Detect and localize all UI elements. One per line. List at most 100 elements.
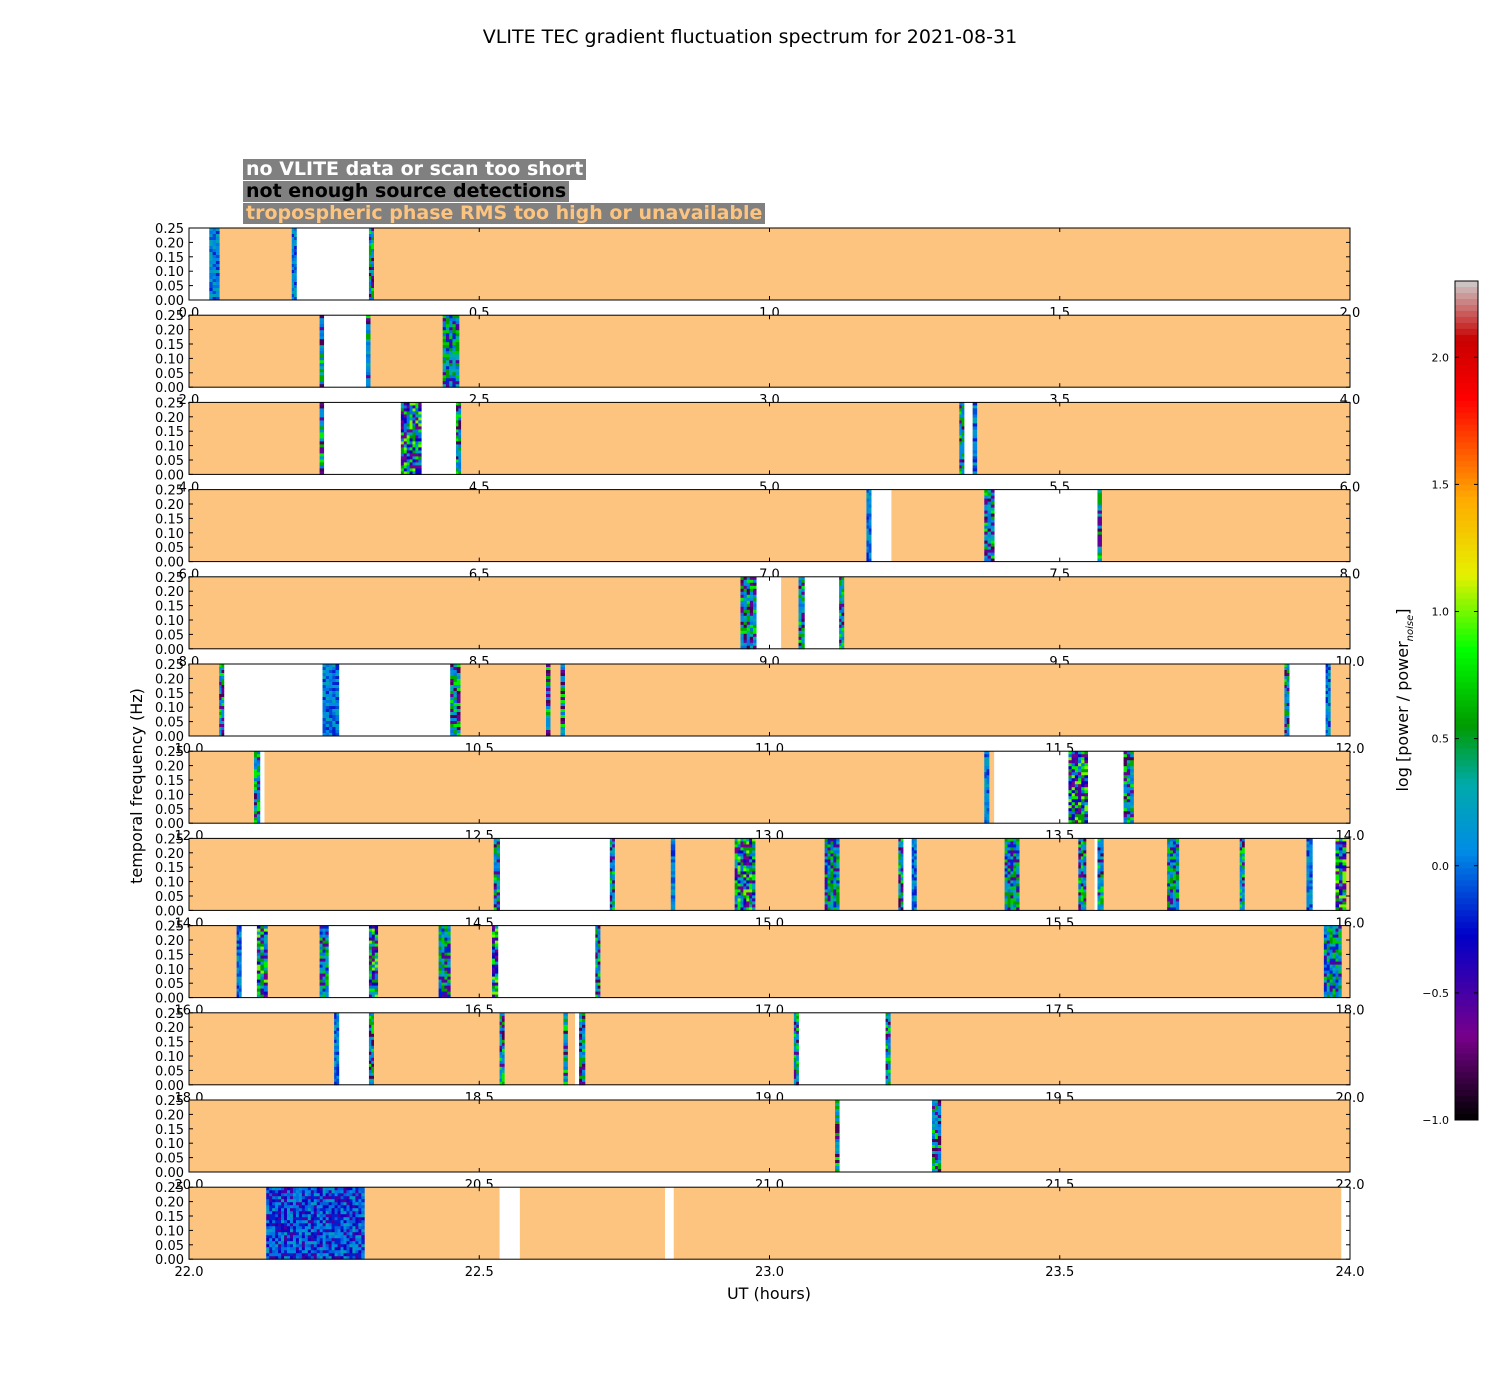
spectrum-cell [932,1112,936,1116]
spectrum-cell [1323,985,1328,989]
spectrum-cell [1286,703,1290,707]
spectrum-cell [987,552,992,556]
spectrum-cell [1342,904,1347,908]
spectrum-cell [746,579,751,584]
spectrum-cell [501,1021,505,1026]
spectrum-cell [455,327,460,331]
spectrum-cell [310,1202,315,1206]
spectrum-cell [499,1063,503,1068]
spectrum-cell [453,721,458,725]
spectrum-cell [322,733,327,737]
spectrum-cell [334,1081,337,1086]
spectrum-cell [254,805,258,809]
spectrum-cell [358,1223,362,1227]
spectrum-cell [349,1247,353,1251]
y-tick-label: 0.10 [155,788,184,803]
spectrum-cell [1007,865,1011,869]
spectrum-cell [1010,847,1014,851]
spectrum-cell [441,931,445,935]
spectrum-cell [961,417,965,421]
spectrum-cell [263,955,268,959]
spectrum-cell [337,1241,341,1245]
spectrum-cell [1239,850,1243,854]
spectrum-cell [746,862,750,866]
spectrum-cell [368,994,373,998]
spectrum-cell [441,991,445,995]
spectrum-cell [331,1250,335,1254]
spectrum-cell [322,1223,327,1227]
spectrum-cell [371,1072,374,1077]
spectrum-cell [743,895,747,899]
spectrum-cell [325,952,329,956]
spectrum-cell [560,697,565,701]
spectrum-cell [456,676,461,680]
spectrum-cell [1078,904,1082,908]
spectrum-cell [215,267,220,271]
spectrum-cell [1323,946,1328,950]
spectrum-scan [595,925,601,998]
spectrum-cell [334,1199,338,1203]
spectrum-cell [313,1193,318,1197]
spectrum-cell [990,498,995,502]
spectrum-cell [595,931,599,935]
spectrum-cell [1239,886,1243,890]
spectrum-cell [304,1235,309,1239]
spectrum-cell [450,703,454,707]
spectrum-cell [1097,847,1101,851]
spectrum-cell [319,1211,324,1215]
spectrum-cell [438,952,442,956]
spectrum-cell [1335,973,1339,977]
spectrum-cell [368,276,372,280]
spectrum-cell [579,1024,583,1029]
spectrum-cell [1170,859,1174,863]
spectrum-cell [371,252,374,256]
spectrum-cell [1004,880,1008,884]
spectrum-cell [335,694,340,698]
spectrum-cell [1325,679,1329,683]
spectrum-cell [833,907,837,911]
spectrum-cell [406,405,410,409]
spectrum-cell [406,462,410,466]
spectrum-cell [1007,877,1011,881]
no-data-gap [1087,751,1124,824]
spectrum-cell [1175,907,1180,911]
spectrum-cell [453,718,458,722]
spectrum-cell [801,597,805,602]
spectrum-cell [492,934,496,938]
spectrum-cell [221,694,225,698]
spectrum-cell [221,679,225,683]
spectrum-cell [749,886,753,890]
spectrum-cell [340,1211,344,1215]
spectrum-cell [254,811,258,815]
spectrum-cell [670,898,676,902]
spectrum-cell [1123,784,1128,788]
spectrum-cell [734,904,738,908]
spectrum-cell [313,1238,318,1242]
spectrum-cell [609,901,613,905]
spectrum-cell [346,1247,350,1251]
spectrum-cell [959,426,963,430]
spectrum-cell [294,282,297,286]
spectrum-cell [319,354,325,358]
spectrum-cell [275,1199,279,1203]
spectrum-cell [316,1241,321,1245]
spectrum-cell [319,432,325,436]
spectrum-cell [371,952,376,956]
spectrum-cell [1097,543,1102,547]
spectrum-cell [319,465,325,469]
spectrum-cell [266,1196,270,1200]
spectrum-cell [322,979,326,983]
spectrum-cell [972,423,978,427]
spectrum-cell [972,429,978,433]
spectrum-cell [272,1187,276,1191]
spectrum-cell [322,994,326,998]
spectrum-scan [885,1012,891,1086]
spectrum-cell [1081,769,1085,773]
spectrum-cell [358,1187,362,1191]
spectrum-cell [824,838,828,842]
spectrum-cell [827,847,831,851]
spectrum-cell [546,676,551,680]
spectrum-cell [313,1244,318,1248]
spectrum-cell [1239,892,1243,896]
spectrum-cell [269,1238,273,1242]
